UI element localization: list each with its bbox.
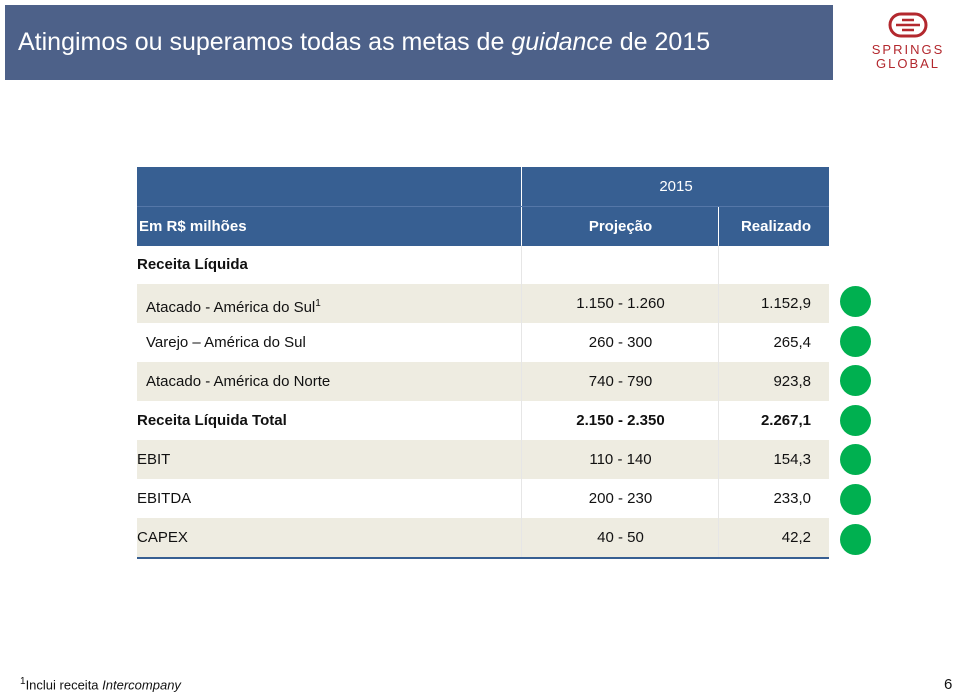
cell: Atacado - América do Norte — [137, 362, 530, 401]
cell-text: 110 - 140 — [589, 451, 652, 468]
header-cell: Em R$ milhões — [139, 218, 247, 235]
status-dot — [840, 365, 871, 397]
cell-text: 260 - 300 — [588, 334, 653, 351]
logo: SPRINGS GLOBAL — [866, 12, 950, 71]
cell-text: 233,0 — [773, 490, 811, 507]
table-row: Atacado - América do Sul1 1.150 - 1.260 1.… — [137, 284, 829, 323]
cell-text: 42,2 — [781, 529, 811, 546]
year-header: 2015 — [521, 167, 830, 206]
cell-text: Atacado - América do Sul — [146, 299, 316, 316]
cell: 233,0 — [718, 479, 829, 518]
header-row: Em R$ milhões Projeção Realizado — [137, 206, 829, 246]
title-italic: guidance — [511, 28, 613, 56]
cell — [718, 245, 829, 284]
cell-text: 2.150 - 2.350 — [576, 412, 665, 429]
cell: 260 - 300 — [521, 323, 719, 362]
footnote-marker: 1 — [20, 676, 26, 687]
cell-text: EBITDA — [137, 490, 192, 507]
status-dot — [840, 404, 871, 436]
cell-text: 2.267,1 — [760, 412, 811, 429]
cell: 2.150 - 2.350 — [521, 401, 719, 440]
table-row: EBIT 110 - 140 154,3 — [137, 440, 829, 479]
status-dot — [840, 484, 871, 515]
footnote: 1Inclui receita Intercompany — [20, 676, 181, 692]
logo-text: GLOBAL — [875, 56, 941, 71]
cell: CAPEX — [137, 518, 521, 557]
table-row: CAPEX 40 - 50 42,2 — [137, 518, 829, 559]
title-bar: Atingimos ou superamos todas as metas de… — [5, 5, 833, 80]
cell: EBIT — [137, 440, 521, 479]
cell-text: CAPEX — [137, 529, 188, 546]
title: Atingimos ou superamos todas as metas de — [18, 28, 505, 56]
cell-text: 154,3 — [773, 451, 811, 468]
cell-text: 265,4 — [773, 334, 811, 351]
cell: 2.267,1 — [718, 401, 829, 440]
cell-text: Receita Líquida Total — [137, 412, 287, 429]
status-dot — [840, 286, 871, 317]
logo-icon — [888, 12, 928, 38]
cell: Varejo – América do Sul — [137, 323, 530, 362]
cell — [521, 245, 719, 284]
superscript: 1 — [315, 298, 321, 309]
header-cell — [137, 167, 521, 206]
cell-text: EBIT — [137, 451, 171, 468]
cell: Receita Líquida Total — [137, 401, 521, 440]
cell-text: 40 - 50 — [597, 529, 644, 546]
cell-text: Varejo – América do Sul — [146, 334, 306, 351]
cell: 1.152,9 — [718, 284, 829, 323]
cell: EBITDA — [137, 479, 521, 518]
cell-text: 740 - 790 — [588, 373, 653, 390]
header-row: 2015 — [137, 167, 829, 206]
section-label: Receita Líquida — [137, 256, 248, 273]
status-dot — [840, 325, 871, 357]
section-row: Receita Líquida — [137, 245, 829, 284]
cell: 923,8 — [718, 362, 829, 401]
cell-text: Atacado - América do Norte — [146, 373, 331, 390]
cell-text: 1.150 - 1.260 — [576, 295, 665, 312]
cell-text: 923,8 — [773, 373, 811, 390]
status-dot — [840, 444, 871, 476]
page-number: 6 — [944, 676, 953, 693]
table-row: EBITDA 200 - 230 233,0 — [137, 479, 829, 518]
logo-text: SPRINGS — [871, 42, 945, 57]
cell: 42,2 — [718, 518, 829, 557]
footnote-italic: Intercompany — [102, 677, 181, 693]
cell: 265,4 — [718, 323, 829, 362]
cell: 40 - 50 — [521, 518, 719, 557]
table-row: Varejo – América do Sul 260 - 300 265,4 — [137, 323, 829, 362]
status-dot — [840, 523, 871, 555]
header-cell: Projeção — [521, 207, 719, 246]
table-row: Receita Líquida Total 2.150 - 2.350 2.267,… — [137, 401, 829, 440]
cell: 1.150 - 1.260 — [521, 284, 719, 323]
title: de 2015 — [619, 28, 711, 56]
cell: 110 - 140 — [521, 440, 719, 479]
cell: 740 - 790 — [521, 362, 719, 401]
footnote-text: Inclui receita — [25, 677, 99, 693]
cell: Atacado - América do Sul1 — [137, 284, 530, 323]
header-cell: Realizado — [718, 207, 829, 246]
table-row: Atacado - América do Norte 740 - 790 923,8 — [137, 362, 829, 401]
cell: 154,3 — [718, 440, 829, 479]
cell-text: 200 - 230 — [588, 490, 653, 507]
cell-text: 1.152,9 — [760, 295, 811, 312]
cell: 200 - 230 — [521, 479, 719, 518]
